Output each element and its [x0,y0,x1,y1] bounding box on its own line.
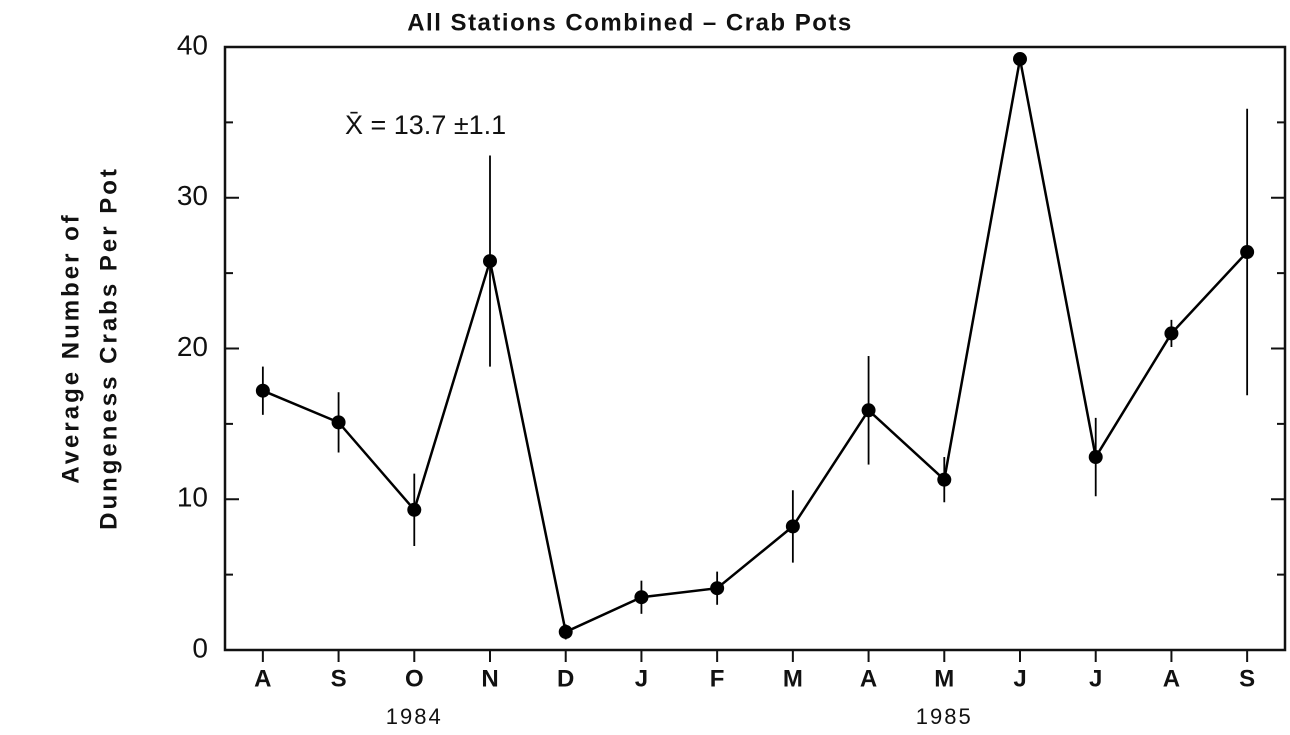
y-tick-label: 30 [177,180,208,211]
x-tick-label: A [860,665,877,692]
data-point [634,590,649,605]
y-tick-label: 10 [177,482,208,513]
x-group-label: 1985 [916,704,973,729]
data-point [1240,245,1255,260]
y-tick-label: 20 [177,331,208,362]
data-point [1164,326,1179,341]
x-tick-label: F [710,665,725,692]
data-point [558,624,573,639]
x-tick-label: S [331,665,347,692]
data-point [785,519,800,534]
x-tick-label: M [783,665,803,692]
x-tick-label: N [481,665,498,692]
data-point [407,502,422,517]
x-tick-label: D [557,665,574,692]
series-line [262,58,1249,634]
x-tick-label: J [635,665,648,692]
x-tick-label: A [254,665,271,692]
y-tick-label: 0 [192,632,208,663]
data-point [1088,450,1103,465]
y-axis-label: Dungeness Crabs Per Pot [95,166,122,530]
x-group-label: 1984 [386,704,443,729]
x-tick-label: S [1239,665,1255,692]
data-point [255,383,270,398]
y-axis-label: Average Number of [57,212,84,484]
x-tick-label: O [405,665,424,692]
data-point [937,472,952,487]
annotation: X̄ = 13.7 ±1.1 [345,110,506,140]
data-point [1013,52,1027,67]
x-tick-label: A [1163,665,1180,692]
x-tick-label: J [1089,665,1102,692]
data-point [710,581,725,596]
chart-title: All Stations Combined – Crab Pots [407,9,853,36]
data-point [861,403,876,418]
y-tick-label: 40 [177,29,208,60]
data-point [483,254,497,269]
data-point [331,415,346,430]
x-tick-label: J [1013,665,1026,692]
x-tick-label: M [934,665,954,692]
